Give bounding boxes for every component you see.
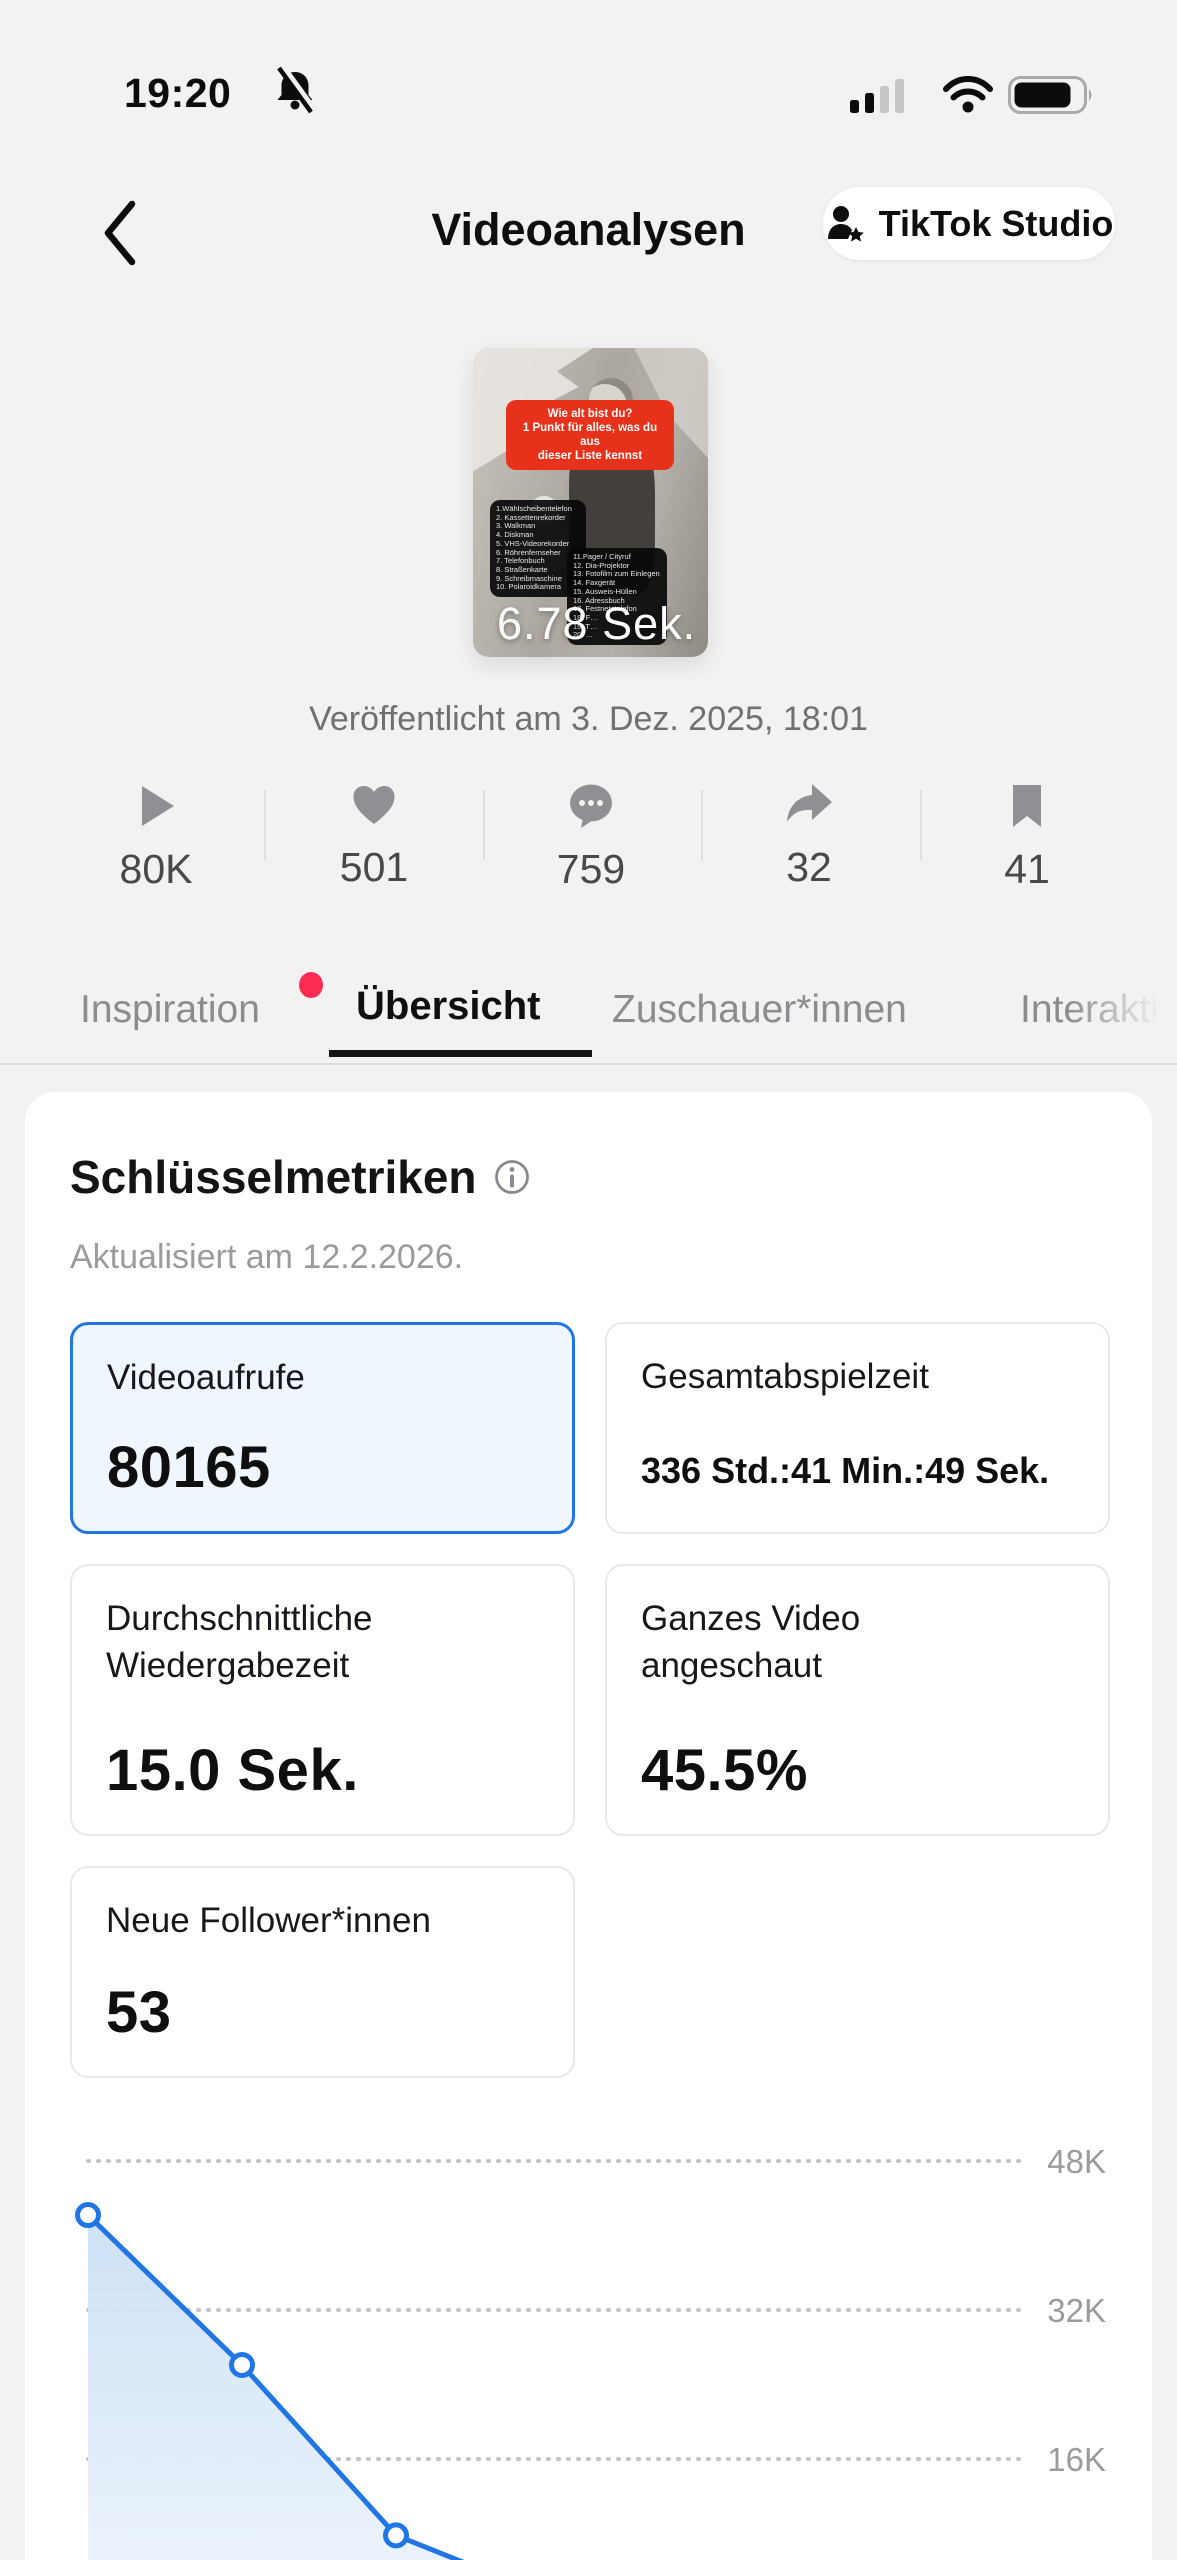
play-icon bbox=[142, 786, 174, 826]
tiktok-studio-button[interactable]: TikTok Studio bbox=[823, 187, 1115, 260]
page-title: Videoanalysen bbox=[431, 204, 746, 255]
battery-icon bbox=[1008, 76, 1092, 114]
tabbar-divider bbox=[0, 1063, 1177, 1065]
metric-card-gesamtabspielzeit[interactable]: Gesamtabspielzeit 336 Std.:41 Min.:49 Se… bbox=[605, 1322, 1110, 1534]
stat-saves: 41 bbox=[957, 782, 1097, 893]
metric-value: 53 bbox=[106, 1980, 172, 2045]
metric-card-videoaufrufe[interactable]: Videoaufrufe 80165 bbox=[70, 1322, 575, 1534]
stat-divider bbox=[264, 790, 266, 860]
stat-shares-value: 32 bbox=[786, 844, 832, 890]
comment-icon bbox=[570, 784, 612, 828]
metrics-panel: Schlüsselmetriken Aktualisiert am 12.2.2… bbox=[25, 1092, 1152, 2560]
tab-uebersicht[interactable]: Übersicht bbox=[356, 984, 541, 1028]
video-duration-overlay: 6.78 Sek. bbox=[497, 598, 697, 649]
svg-text:16K: 16K bbox=[1047, 2441, 1106, 2478]
bookmark-icon bbox=[1013, 785, 1041, 827]
status-time: 19:20 bbox=[124, 70, 232, 116]
back-button[interactable] bbox=[98, 198, 142, 268]
metric-value: 15.0 Sek. bbox=[106, 1738, 359, 1803]
views-chart-container: 48K 32K 16K bbox=[25, 2100, 1152, 2560]
heart-icon bbox=[353, 786, 395, 824]
section-title: Schlüsselmetriken bbox=[70, 1151, 477, 1203]
published-date: Veröffentlicht am 3. Dez. 2025, 18:01 bbox=[309, 700, 868, 738]
tab-zuschauer[interactable]: Zuschauer*innen bbox=[612, 988, 907, 1031]
stat-plays-value: 80K bbox=[119, 846, 193, 892]
stat-divider bbox=[701, 790, 703, 860]
stat-comments: 759 bbox=[521, 782, 661, 893]
views-line-chart: 48K 32K 16K bbox=[75, 2143, 1106, 2560]
stat-plays: 80K bbox=[86, 782, 226, 893]
metric-label: Gesamtabspielzeit bbox=[641, 1357, 929, 1396]
tab-inspiration[interactable]: Inspiration bbox=[80, 988, 260, 1031]
metric-card-wiedergabezeit[interactable]: Durchschnittliche Wiedergabezeit 15.0 Se… bbox=[70, 1564, 575, 1836]
metric-label: Videoaufrufe bbox=[107, 1358, 305, 1397]
updated-date: Aktualisiert am 12.2.2026. bbox=[70, 1238, 464, 1276]
metric-label: Neue Follower*innen bbox=[106, 1901, 431, 1940]
stat-saves-value: 41 bbox=[1004, 846, 1050, 892]
notifications-muted-icon bbox=[277, 66, 318, 114]
metric-card-ganzes-video[interactable]: Ganzes Video angeschaut 45.5% bbox=[605, 1564, 1110, 1836]
wifi-icon bbox=[943, 76, 993, 113]
metric-label: Durchschnittliche Wiedergabezeit bbox=[106, 1599, 373, 1685]
svg-text:48K: 48K bbox=[1047, 2143, 1106, 2180]
video-thumbnail[interactable]: Wie alt bist du? 1 Punkt für alles, was … bbox=[473, 348, 708, 657]
tabbar-edge-fade bbox=[1067, 966, 1177, 1058]
stat-likes: 501 bbox=[304, 782, 444, 891]
stat-divider bbox=[483, 790, 485, 860]
metric-value: 80165 bbox=[107, 1435, 271, 1500]
metric-card-neue-follower[interactable]: Neue Follower*innen 53 bbox=[70, 1866, 575, 2078]
svg-text:32K: 32K bbox=[1047, 2292, 1106, 2329]
signal-icon bbox=[850, 79, 904, 113]
stat-divider bbox=[920, 790, 922, 860]
stat-shares: 32 bbox=[739, 782, 879, 891]
person-star-icon bbox=[827, 205, 864, 242]
tiktok-studio-label: TikTok Studio bbox=[878, 202, 1114, 244]
metric-label: Ganzes Video angeschaut bbox=[641, 1599, 861, 1685]
thumbnail-caption: Wie alt bist du? 1 Punkt für alles, was … bbox=[506, 400, 674, 470]
share-icon bbox=[787, 784, 832, 822]
metric-value: 45.5% bbox=[641, 1738, 808, 1803]
stat-comments-value: 759 bbox=[556, 846, 626, 892]
info-icon[interactable] bbox=[493, 1158, 531, 1196]
notification-dot bbox=[299, 972, 323, 998]
metric-value: 336 Std.:41 Min.:49 Sek. bbox=[641, 1450, 1050, 1491]
active-tab-underline bbox=[329, 1050, 592, 1057]
stat-likes-value: 501 bbox=[339, 844, 409, 890]
thumbnail-list-11-20: 11.Pager / Cityruf 12. Dia-Projektor 13.… bbox=[567, 548, 667, 646]
